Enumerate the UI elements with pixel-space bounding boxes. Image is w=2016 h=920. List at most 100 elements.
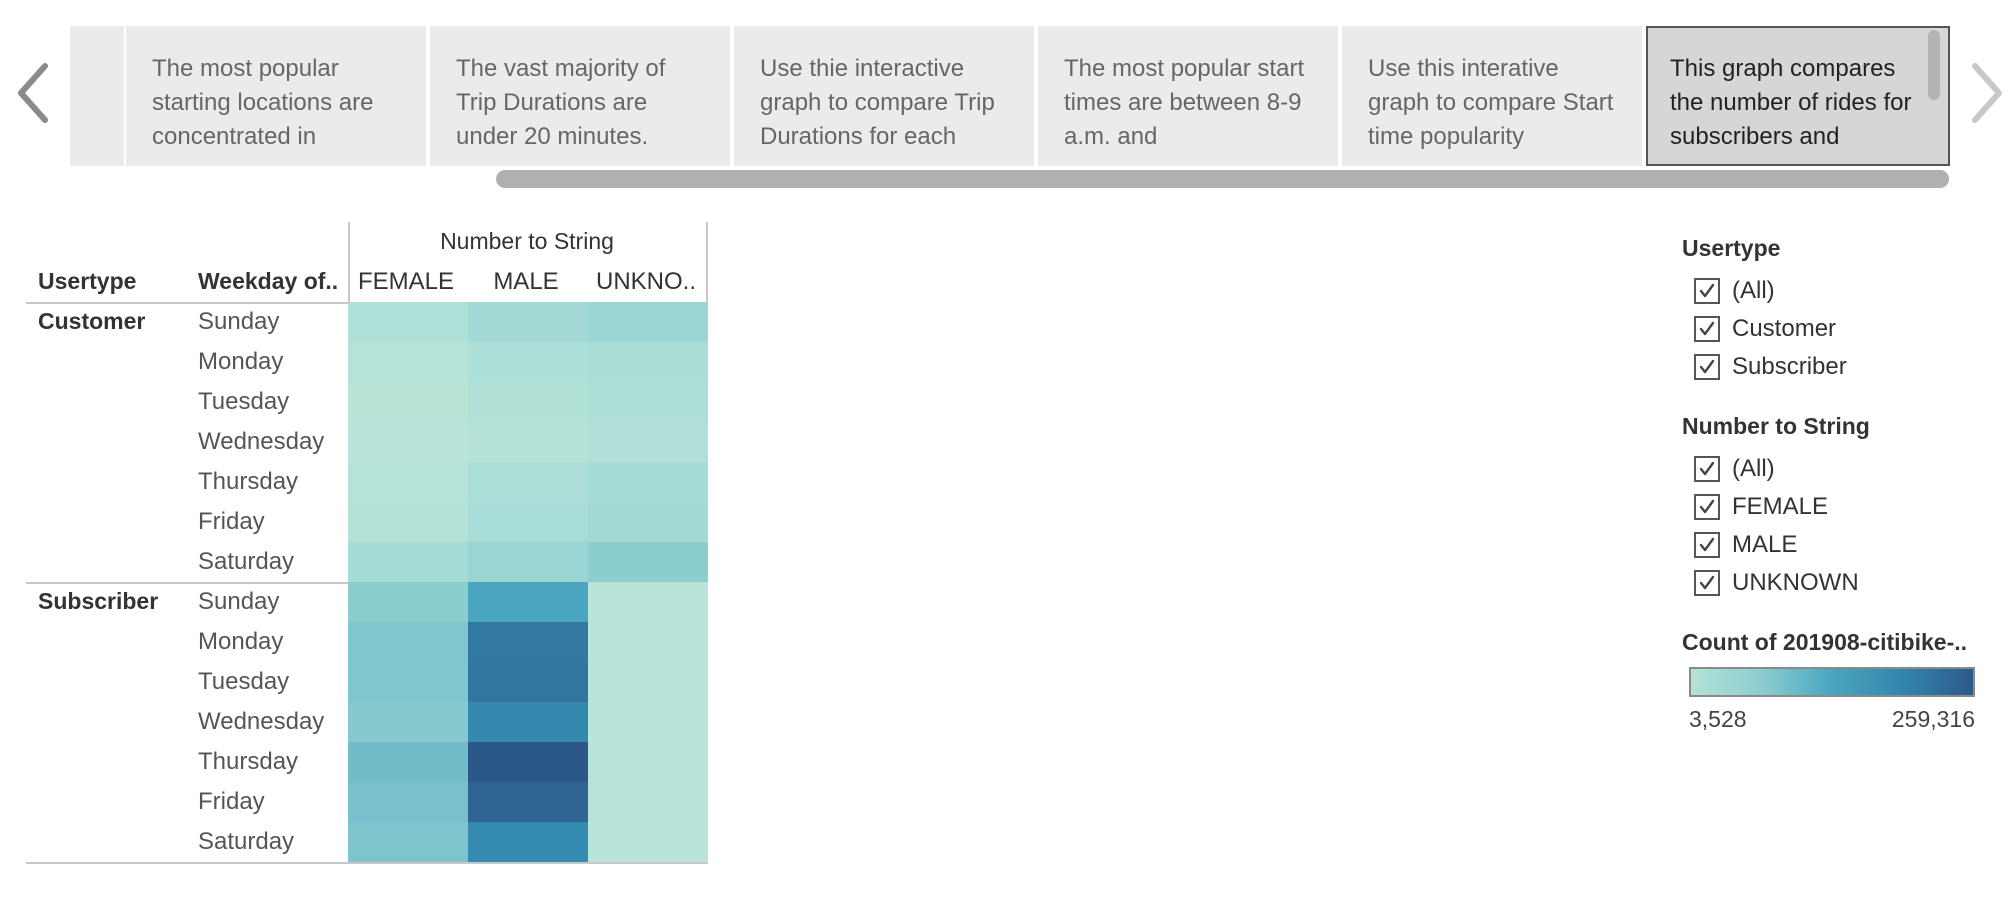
weekday-label: Wednesday [198,428,325,455]
heatmap-cell[interactable] [468,622,588,662]
heatmap-cell[interactable] [348,422,468,462]
checkbox[interactable] [1694,570,1720,596]
heatmap-cell[interactable] [588,422,708,462]
checkbox[interactable] [1694,456,1720,482]
story-point-3[interactable]: Use thie interactive graph to compare Tr… [734,26,1034,166]
heatmap-cell[interactable] [588,702,708,742]
next-point-button[interactable] [1965,58,2005,128]
filter-option[interactable]: Customer [1694,314,1836,344]
weekday-label: Friday [198,788,265,815]
heatmap-cell[interactable] [348,542,468,582]
filter-option-label: Customer [1732,315,1837,342]
heatmap-cell[interactable] [348,462,468,502]
filter-option[interactable]: MALE [1694,530,1797,560]
heatmap-cell[interactable] [468,582,588,622]
checkbox[interactable] [1694,278,1720,304]
heatmap-cell[interactable] [468,342,588,382]
weekday-label: Saturday [198,548,295,575]
story-points-strip: Citibike The most popular starting locati… [70,26,1950,166]
heatmap-cell[interactable] [468,422,588,462]
heatmap-cell[interactable] [348,662,468,702]
heatmap-cell[interactable] [588,302,708,342]
story-point-0[interactable]: Citibike [70,26,124,166]
heatmap-cell[interactable] [468,702,588,742]
usertype-subscriber: Subscriber [38,588,159,614]
column-header-male[interactable]: MALE [493,268,559,295]
checkmark-icon [1699,575,1715,590]
previous-point-button[interactable] [15,58,55,128]
heatmap-cell[interactable] [468,742,588,782]
heatmap-cell[interactable] [588,542,708,582]
color-legend-max: 259,316 [1891,706,1975,732]
color-legend-min: 3,528 [1689,706,1747,732]
weekday-label: Thursday [198,748,299,775]
chevron-right-icon [1972,63,2002,123]
weekday-label: Monday [198,628,284,655]
table-divider [26,862,708,864]
heatmap-cell[interactable] [468,542,588,582]
checkbox[interactable] [1694,494,1720,520]
story-point-text: This graph compares the number of rides … [1670,55,1912,150]
story-horizontal-scrollbar[interactable] [496,170,1949,188]
filter-option[interactable]: Subscriber [1694,352,1847,382]
heatmap-cell[interactable] [348,622,468,662]
heatmap-cell[interactable] [348,382,468,422]
heatmap-cell[interactable] [588,742,708,782]
heatmap-cell[interactable] [588,462,708,502]
heatmap-cell[interactable] [588,622,708,662]
column-header-female[interactable]: FEMALE [357,268,455,295]
checkmark-icon [1699,321,1715,336]
heatmap-cell[interactable] [588,502,708,542]
story-point-1[interactable]: The most popular starting locations are … [126,26,426,166]
heatmap-cell[interactable] [588,782,708,822]
heatmap-grid [348,302,708,862]
usertype-customer: Customer [38,308,146,334]
heatmap-cell[interactable] [348,502,468,542]
heatmap-cell[interactable] [348,302,468,342]
filter-option[interactable]: UNKNOWN [1694,568,1859,598]
filter-option[interactable]: (All) [1694,276,1775,306]
story-point-5[interactable]: Use this interative graph to compare Sta… [1342,26,1642,166]
chevron-left-icon [18,63,48,123]
heatmap-cell[interactable] [348,742,468,782]
heatmap-cell[interactable] [348,782,468,822]
story-point-2[interactable]: The vast majority of Trip Durations are … [430,26,730,166]
story-point-text: Use thie interactive graph to compare Tr… [760,55,995,150]
heatmap-cell[interactable] [588,582,708,622]
checkbox[interactable] [1694,316,1720,342]
weekday-label: Friday [198,508,265,535]
filter-option[interactable]: FEMALE [1694,492,1828,522]
weekday-label: Wednesday [198,708,325,735]
heatmap-cell[interactable] [468,462,588,502]
heatmap-cell[interactable] [468,822,588,862]
point-text-scrollbar[interactable] [1928,30,1940,100]
filter-option[interactable]: (All) [1694,454,1775,484]
story-point-text: Use this interative graph to compare Sta… [1368,55,1614,150]
heatmap-cell[interactable] [588,822,708,862]
heatmap-cell[interactable] [588,342,708,382]
checkbox[interactable] [1694,354,1720,380]
heatmap-cell[interactable] [348,822,468,862]
weekday-row-header: Weekday of.. [198,268,339,294]
heatmap-cell[interactable] [468,502,588,542]
heatmap-cell[interactable] [348,702,468,742]
checkmark-icon [1699,537,1715,552]
filter-option-label: (All) [1732,277,1775,304]
weekday-label: Tuesday [198,388,290,415]
heatmap-cell[interactable] [468,382,588,422]
checkbox[interactable] [1694,532,1720,558]
heatmap-cell[interactable] [588,382,708,422]
heatmap-cell[interactable] [588,662,708,702]
heatmap-cell[interactable] [348,342,468,382]
heatmap-cell[interactable] [468,302,588,342]
heatmap-cell[interactable] [348,582,468,622]
checkmark-icon [1699,283,1715,298]
heatmap-cell[interactable] [468,782,588,822]
filter-option-label: (All) [1732,455,1775,482]
story-point-6[interactable]: This graph compares the number of rides … [1646,26,1950,166]
column-header-unknown[interactable]: UNKNO.. [595,268,696,295]
story-point-4[interactable]: The most popular start times are between… [1038,26,1338,166]
heatmap-cell[interactable] [468,662,588,702]
filter-option-label: UNKNOWN [1732,569,1859,596]
filter-option-label: FEMALE [1732,493,1829,520]
